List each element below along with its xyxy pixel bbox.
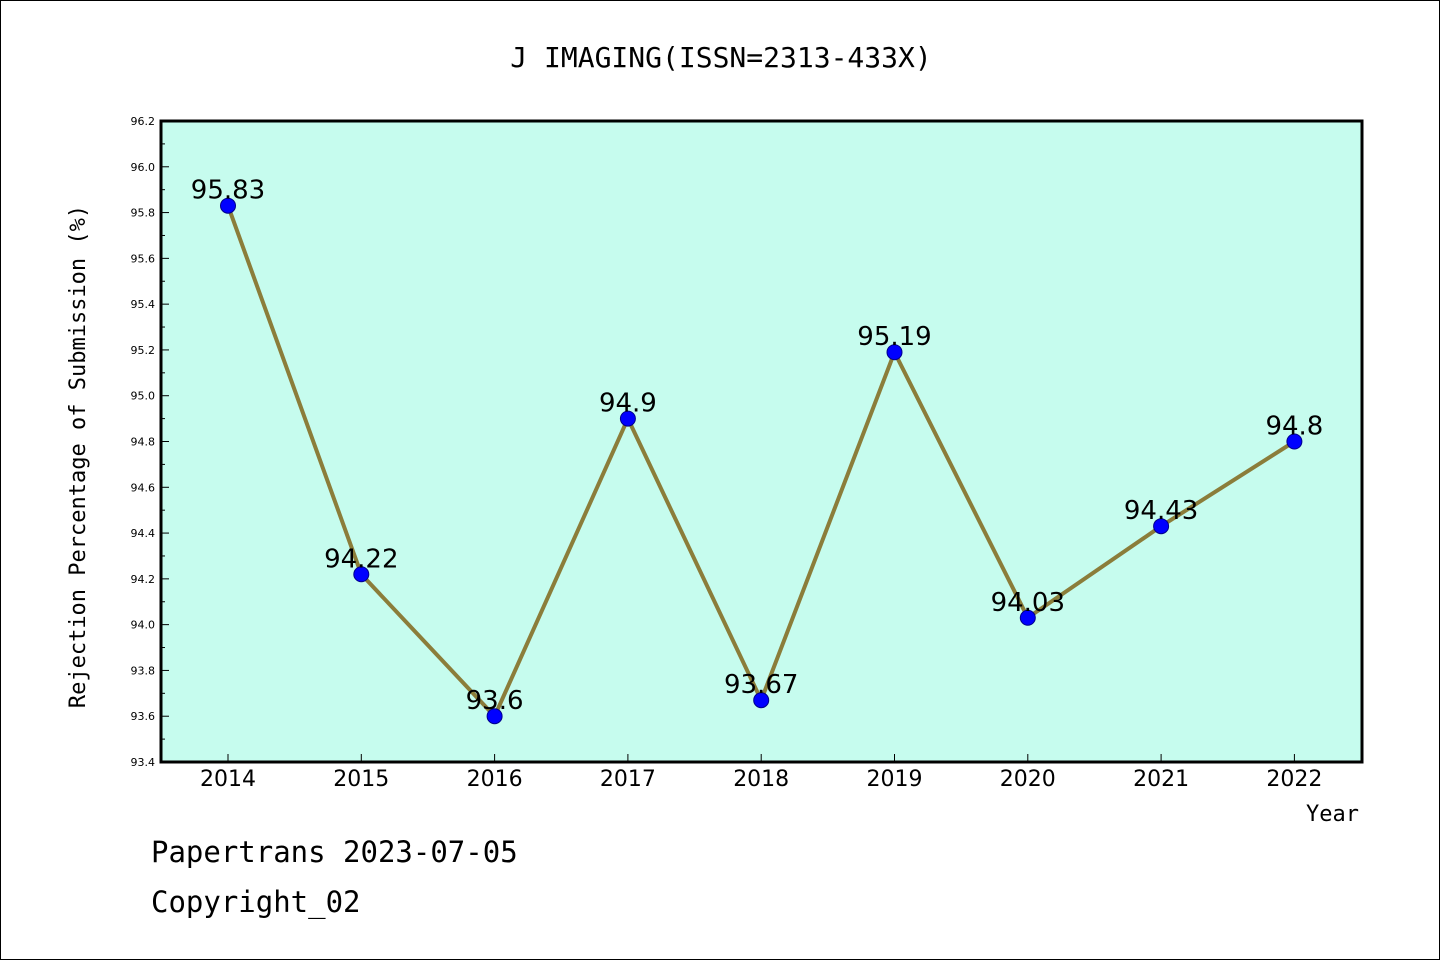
chart-title: J IMAGING(ISSN=2313-433X)	[510, 41, 931, 74]
x-tick-label: 2016	[467, 767, 523, 792]
data-label: 94.22	[324, 544, 398, 574]
data-point	[886, 344, 903, 361]
data-label: 95.83	[191, 176, 265, 206]
data-point	[1019, 609, 1036, 626]
data-label: 94.03	[991, 588, 1065, 618]
data-point	[1286, 433, 1303, 450]
plot-area	[159, 119, 1364, 764]
y-tick-label: 93.8	[131, 664, 156, 677]
x-tick-label: 2018	[733, 767, 789, 792]
footer-date-stamp: Papertrans 2023-07-05	[151, 835, 518, 869]
data-label: 93.67	[724, 670, 798, 700]
x-tick-label: 2014	[200, 767, 256, 792]
x-tick-label: 2022	[1266, 767, 1322, 792]
y-tick-label: 96.2	[131, 115, 156, 128]
y-tick-label: 95.0	[131, 390, 156, 403]
data-point	[753, 692, 770, 709]
x-tick-label: 2021	[1133, 767, 1189, 792]
footer-copyright: Copyright_02	[151, 885, 361, 919]
data-point	[353, 566, 370, 583]
y-tick-label: 95.8	[131, 207, 156, 220]
y-tick-label: 94.2	[131, 573, 156, 586]
y-tick-label: 95.4	[131, 298, 156, 311]
y-tick-label: 94.4	[131, 527, 156, 540]
data-label: 95.19	[857, 322, 931, 352]
x-tick-label: 2020	[1000, 767, 1056, 792]
data-label: 94.9	[599, 389, 657, 419]
y-tick-label: 96.0	[131, 161, 156, 174]
y-axis-label: Rejection Percentage of Submission (%)	[66, 205, 91, 708]
data-point	[619, 410, 636, 427]
data-point	[1153, 518, 1170, 535]
y-axis: 93.4 93.6 93.8 94.0 94.2 94.4 94.6 94.8 95.0 95.2…	[131, 115, 169, 769]
y-tick-label: 94.8	[131, 436, 156, 449]
x-axis: 2014 2015 2016 2017 2018 2019 2020 2021 2022	[200, 754, 1322, 792]
y-tick-label: 94.6	[131, 481, 156, 494]
data-labels: 95.83 94.22 93.6 94.9 93.67 95.19 94.03 94.43 94…	[191, 176, 1324, 717]
x-tick-label: 2019	[867, 767, 923, 792]
y-tick-label: 95.2	[131, 344, 156, 357]
series-layer	[220, 197, 1303, 725]
x-tick-label: 2017	[600, 767, 656, 792]
y-tick-label: 94.0	[131, 619, 156, 632]
data-label: 93.6	[466, 686, 524, 716]
y-tick-label: 95.6	[131, 252, 156, 265]
x-tick-label: 2015	[333, 767, 389, 792]
data-label: 94.8	[1265, 412, 1323, 442]
data-point	[220, 197, 236, 214]
x-axis-label: Year	[1306, 802, 1359, 827]
y-tick-label: 93.4	[131, 756, 156, 769]
data-point	[486, 708, 503, 725]
data-label: 94.43	[1124, 496, 1198, 526]
y-tick-label: 93.6	[131, 710, 156, 723]
